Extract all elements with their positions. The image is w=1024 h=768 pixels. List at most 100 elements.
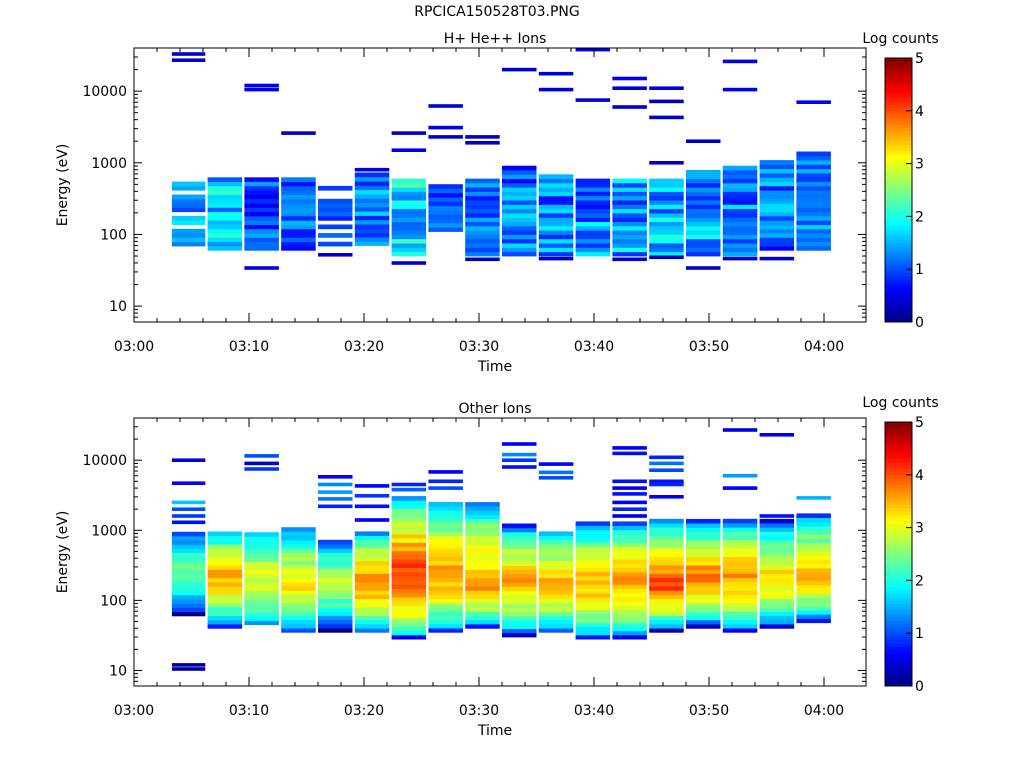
- heat-cell: [686, 182, 721, 188]
- heat-cell: [575, 588, 611, 594]
- colorbar-segment: [885, 653, 912, 657]
- heat-cell: [759, 181, 795, 187]
- heat-cell: [465, 615, 500, 621]
- heat-cell: [391, 195, 427, 201]
- colorbar-segment: [885, 573, 912, 578]
- heat-cell: [502, 599, 537, 604]
- heat-cell: [244, 591, 279, 596]
- heat-cell: [391, 592, 427, 598]
- heat-cell: [612, 584, 647, 589]
- heat-cell: [649, 602, 684, 608]
- heat-cell: [391, 187, 427, 192]
- heat-cell: [171, 573, 206, 579]
- heat-cell: [612, 542, 647, 547]
- heat-cell: [575, 208, 611, 214]
- colorbar-segment: [885, 186, 912, 191]
- heat-cell: [759, 190, 795, 195]
- colorbar-tick-label: 4: [915, 468, 924, 484]
- heat-cell: [207, 535, 243, 541]
- heat-cell: [391, 517, 427, 522]
- heat-cell: [207, 573, 243, 579]
- colorbar-segment: [885, 484, 912, 489]
- heat-cell: [612, 257, 647, 262]
- colorbar-segment: [885, 71, 912, 75]
- colorbar-segment: [885, 662, 912, 667]
- colorbar-segment: [885, 431, 912, 436]
- heat-cell: [281, 211, 316, 217]
- heat-cell: [796, 534, 831, 539]
- heat-cell: [722, 602, 758, 608]
- colorbar-segment: [885, 104, 912, 108]
- heat-cell: [575, 221, 611, 227]
- heat-cell: [207, 552, 243, 558]
- heat-cell: [686, 586, 721, 591]
- heat-cell: [722, 535, 758, 541]
- colorbar-segment: [885, 464, 912, 469]
- heat-cell: [575, 98, 611, 102]
- colorbar-segment: [885, 649, 912, 654]
- colorbar-segment: [885, 633, 912, 637]
- heat-cell: [575, 243, 611, 248]
- heat-cell: [391, 529, 427, 535]
- heat-cell: [612, 178, 647, 184]
- heat-cell: [207, 598, 243, 604]
- colorbar-segment: [885, 554, 912, 558]
- heat-cell: [538, 535, 574, 541]
- heat-cell: [354, 598, 390, 604]
- heat-cell: [575, 630, 611, 636]
- heat-cell: [318, 623, 353, 629]
- heat-cell: [465, 552, 500, 558]
- colorbar-segment: [885, 137, 912, 141]
- heat-cell: [207, 531, 243, 537]
- heat-cell: [391, 597, 427, 602]
- heat-cell: [244, 83, 279, 88]
- heat-cell: [502, 552, 537, 558]
- heat-cell: [759, 539, 795, 545]
- heat-cell: [575, 592, 611, 598]
- colorbar-segment: [885, 563, 912, 568]
- heat-cell: [171, 569, 206, 575]
- heat-cell: [796, 220, 831, 225]
- heat-cell: [171, 561, 206, 566]
- heat-cell: [281, 619, 316, 625]
- heat-cell: [612, 550, 647, 556]
- heat-cell: [318, 611, 353, 616]
- heat-cell: [354, 581, 390, 587]
- heat-cell: [538, 611, 574, 616]
- heat-cell: [244, 87, 279, 92]
- heat-cell: [318, 216, 353, 221]
- heat-cell: [465, 594, 500, 600]
- heat-cell: [244, 181, 279, 187]
- heat-cell: [686, 603, 721, 608]
- heat-cell: [171, 514, 206, 518]
- heat-cell: [391, 217, 427, 222]
- colorbar-segment: [885, 659, 912, 664]
- heat-cell: [759, 598, 795, 604]
- heat-cell: [244, 461, 279, 466]
- colorbar-segment: [885, 275, 912, 280]
- heat-cell: [575, 238, 611, 244]
- colorbar-segment: [885, 606, 912, 611]
- heat-cell: [686, 221, 721, 227]
- colorbar-segment: [885, 269, 912, 273]
- heat-cell: [722, 573, 758, 578]
- heat-cell: [244, 266, 279, 270]
- heat-cell: [354, 518, 390, 522]
- heat-cell: [318, 556, 353, 562]
- heat-cell: [354, 241, 390, 246]
- heat-cell: [612, 76, 647, 81]
- heat-cell: [722, 523, 758, 528]
- heat-cell: [171, 233, 206, 238]
- heat-cell: [318, 594, 353, 600]
- x-tick-label: 03:20: [344, 339, 384, 355]
- heat-cell: [686, 624, 721, 629]
- heat-cell: [171, 594, 206, 600]
- heat-cell: [538, 243, 574, 248]
- heat-cell: [612, 588, 647, 594]
- colorbar-label: Log counts: [862, 31, 938, 47]
- heat-cell: [428, 590, 463, 595]
- heat-cell: [612, 559, 647, 564]
- heat-cell: [244, 228, 279, 234]
- colorbar-segment: [885, 636, 912, 641]
- heat-cell: [318, 475, 353, 479]
